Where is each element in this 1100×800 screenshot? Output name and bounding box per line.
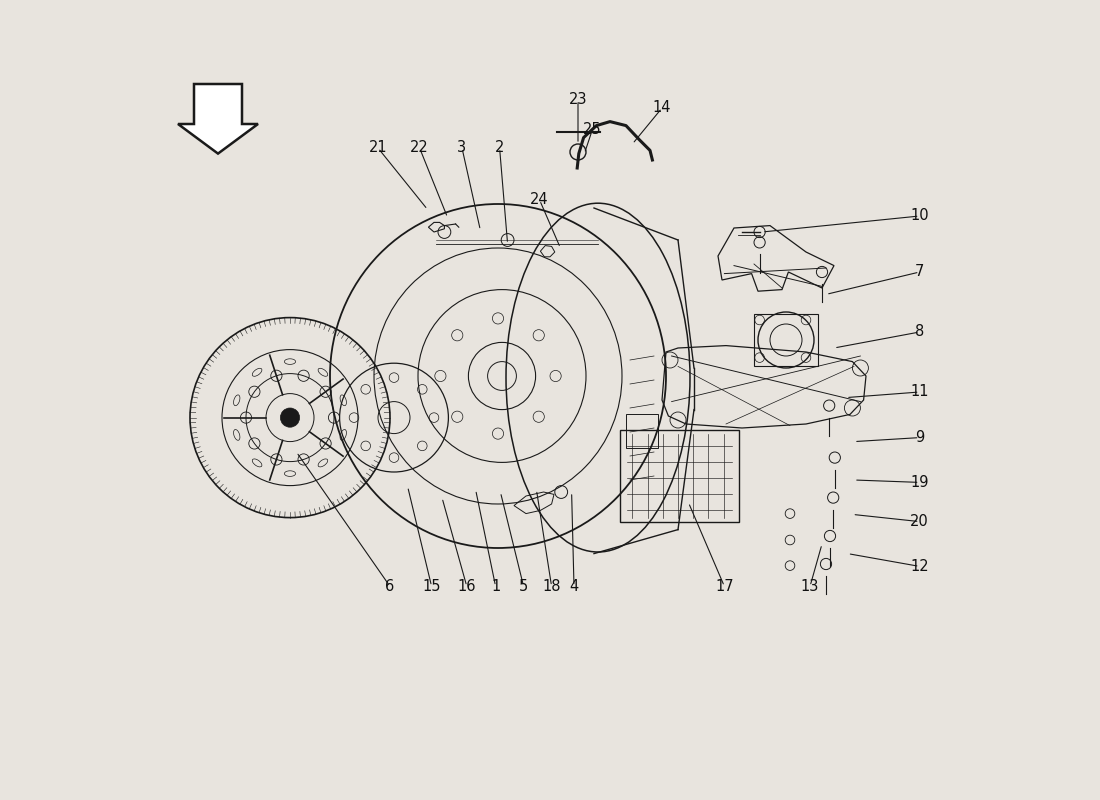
Text: 3: 3: [458, 141, 466, 155]
Text: 17: 17: [715, 579, 734, 594]
Text: 7: 7: [915, 265, 924, 279]
Text: 8: 8: [915, 325, 924, 339]
Text: 13: 13: [801, 579, 820, 594]
Bar: [754, 314, 818, 366]
Polygon shape: [178, 84, 258, 154]
Text: 14: 14: [652, 101, 671, 115]
Text: 19: 19: [911, 475, 928, 490]
Text: 24: 24: [530, 193, 549, 207]
Text: 6: 6: [385, 579, 395, 594]
Circle shape: [280, 408, 299, 427]
Text: 10: 10: [911, 209, 928, 223]
Text: 1: 1: [491, 579, 501, 594]
Bar: [620, 430, 739, 522]
Text: 18: 18: [542, 579, 561, 594]
Bar: [626, 414, 658, 448]
Text: 11: 11: [911, 385, 928, 399]
Text: 4: 4: [570, 579, 579, 594]
Text: 15: 15: [422, 579, 441, 594]
Text: 23: 23: [569, 93, 587, 107]
Text: 2: 2: [495, 141, 504, 155]
Text: 12: 12: [911, 559, 928, 574]
Text: 22: 22: [410, 141, 429, 155]
Text: 16: 16: [458, 579, 476, 594]
Text: 21: 21: [368, 141, 387, 155]
Text: 5: 5: [519, 579, 528, 594]
Text: 9: 9: [915, 430, 924, 445]
Text: 20: 20: [910, 514, 930, 529]
Text: 25: 25: [583, 122, 602, 137]
